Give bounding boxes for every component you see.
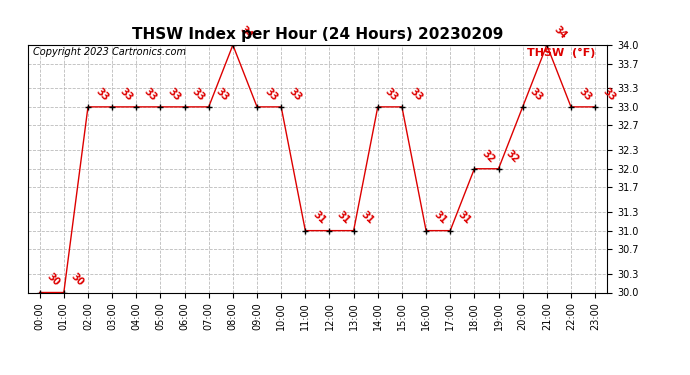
Text: 33: 33 [166,86,183,103]
Text: 33: 33 [408,86,424,103]
Text: 33: 33 [190,86,207,103]
Text: 33: 33 [94,86,110,103]
Text: 33: 33 [577,86,593,103]
Text: THSW  (°F): THSW (°F) [527,48,595,57]
Text: 33: 33 [118,86,135,103]
Text: 33: 33 [384,86,400,103]
Text: 33: 33 [263,86,279,103]
Text: 32: 32 [504,148,521,165]
Text: 30: 30 [46,272,62,288]
Text: 31: 31 [432,210,448,226]
Text: 31: 31 [359,210,376,226]
Text: 30: 30 [70,272,86,288]
Text: 33: 33 [287,86,304,103]
Text: Copyright 2023 Cartronics.com: Copyright 2023 Cartronics.com [33,48,186,57]
Text: 33: 33 [142,86,159,103]
Text: 34: 34 [239,24,255,41]
Text: 33: 33 [215,86,231,103]
Text: 34: 34 [553,24,569,41]
Title: THSW Index per Hour (24 Hours) 20230209: THSW Index per Hour (24 Hours) 20230209 [132,27,503,42]
Text: 33: 33 [529,86,545,103]
Text: 31: 31 [335,210,352,226]
Text: 31: 31 [456,210,473,226]
Text: 31: 31 [311,210,328,226]
Text: 33: 33 [601,86,618,103]
Text: 32: 32 [480,148,497,165]
